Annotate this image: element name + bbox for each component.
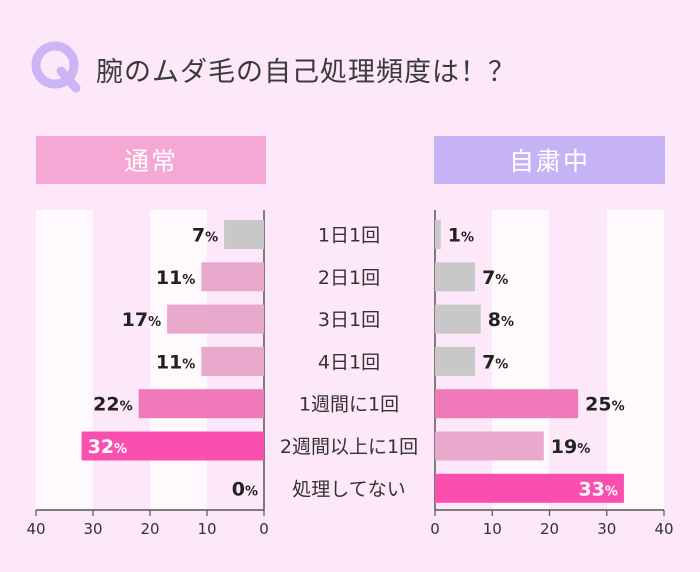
tick-label-left: 10 bbox=[197, 520, 216, 538]
tick-label-left: 30 bbox=[83, 520, 102, 538]
data-label-restraint: 7% bbox=[482, 351, 508, 373]
data-label-restraint: 19% bbox=[551, 436, 590, 458]
bar-restraint bbox=[435, 389, 579, 419]
question-title: 腕のムダ毛の自己処理頻度は！？ bbox=[96, 57, 516, 88]
bar-restraint bbox=[435, 304, 481, 334]
tick-label-left: 20 bbox=[140, 520, 159, 538]
bar-restraint bbox=[435, 431, 544, 461]
category-label: 1日1回 bbox=[318, 225, 380, 247]
bar-restraint bbox=[435, 473, 624, 503]
tick-label-right: 20 bbox=[540, 520, 559, 538]
tick-label-right: 30 bbox=[597, 520, 616, 538]
bar-restraint bbox=[435, 262, 476, 292]
bar-normal bbox=[201, 346, 264, 376]
data-label-normal: 11% bbox=[156, 267, 195, 289]
tick-label-right: 40 bbox=[654, 520, 673, 538]
grid-band-left-0 bbox=[36, 210, 93, 510]
bar-normal bbox=[201, 262, 264, 292]
data-label-normal: 0% bbox=[232, 478, 258, 500]
question-badge-icon bbox=[31, 41, 81, 93]
tick-label-left: 0 bbox=[259, 520, 269, 538]
bar-restraint bbox=[435, 220, 441, 249]
data-label-restraint: 8% bbox=[488, 309, 514, 331]
bar-normal bbox=[167, 304, 264, 334]
data-label-restraint: 33% bbox=[578, 478, 617, 500]
category-label: 1週間に1回 bbox=[299, 394, 399, 416]
tick-label-right: 0 bbox=[430, 520, 440, 538]
data-label-normal: 17% bbox=[122, 309, 161, 331]
category-label: 2日1回 bbox=[318, 267, 380, 289]
grid-band-right-1 bbox=[607, 210, 664, 510]
series-header-restraint: 自粛中 bbox=[434, 136, 665, 184]
data-label-normal: 11% bbox=[156, 351, 195, 373]
category-label: 4日1回 bbox=[318, 351, 380, 373]
bar-restraint bbox=[435, 346, 476, 376]
bar-normal bbox=[138, 389, 264, 419]
data-label-normal: 7% bbox=[192, 225, 218, 247]
tick-label-right: 10 bbox=[483, 520, 502, 538]
category-label: 3日1回 bbox=[318, 309, 380, 331]
data-label-normal: 22% bbox=[93, 394, 132, 416]
data-label-normal: 32% bbox=[88, 436, 127, 458]
data-label-restraint: 7% bbox=[482, 267, 508, 289]
category-label: 処理してない bbox=[292, 478, 405, 500]
data-label-restraint: 1% bbox=[448, 225, 474, 247]
category-label: 2週間以上に1回 bbox=[280, 436, 418, 458]
data-label-restraint: 25% bbox=[585, 394, 624, 416]
tick-label-left: 40 bbox=[26, 520, 45, 538]
series-header-normal: 通常 bbox=[36, 136, 266, 184]
bar-normal bbox=[224, 220, 264, 249]
bar-normal bbox=[81, 431, 264, 461]
